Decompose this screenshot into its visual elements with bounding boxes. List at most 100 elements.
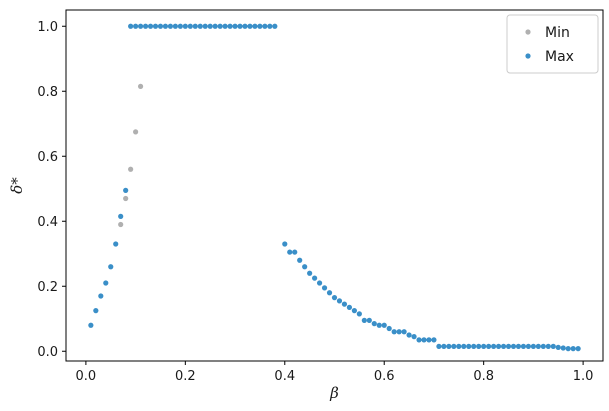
data-point-max: [431, 337, 437, 343]
x-tick-label: 1.0: [573, 369, 594, 384]
data-point-min: [137, 83, 144, 89]
data-point-max: [316, 280, 323, 286]
data-point-max: [142, 23, 149, 29]
data-point-max: [137, 23, 144, 29]
legend-marker-min: [525, 29, 531, 35]
data-point-max: [331, 295, 338, 301]
data-point-max: [272, 23, 278, 29]
y-axis-label: δ*: [8, 177, 26, 194]
data-point-max: [530, 343, 536, 349]
series-max: [88, 23, 581, 352]
legend-marker-max: [525, 53, 531, 59]
data-point-min: [123, 195, 129, 202]
data-point-max: [416, 337, 422, 343]
legend-label-max: Max: [545, 49, 574, 65]
data-point-max: [113, 241, 119, 247]
data-point-max: [267, 23, 273, 29]
data-point-max: [565, 346, 571, 352]
data-point-max: [456, 343, 462, 349]
data-point-max: [491, 343, 497, 349]
data-point-max: [466, 343, 472, 349]
data-point-max: [167, 23, 174, 29]
data-point-max: [461, 343, 467, 349]
data-point-max: [401, 329, 407, 335]
data-point-max: [376, 322, 382, 328]
data-point-max: [500, 343, 507, 349]
data-point-max: [555, 344, 561, 350]
data-point-max: [540, 343, 546, 349]
data-point-max: [312, 275, 318, 281]
data-point-max: [222, 23, 228, 29]
data-point-max: [351, 308, 357, 314]
data-point-max: [128, 23, 134, 29]
data-point-max: [232, 23, 238, 29]
data-point-max: [406, 332, 412, 338]
data-point-max: [227, 23, 233, 29]
x-tick-label: 0.2: [175, 369, 196, 384]
x-tick-label: 0.8: [473, 369, 494, 384]
data-point-max: [321, 285, 328, 291]
data-point-max: [336, 298, 343, 304]
y-tick-label: 0.6: [37, 150, 58, 165]
data-point-max: [212, 23, 218, 29]
data-point-max: [302, 264, 308, 270]
x-axis-label: β: [329, 384, 339, 402]
data-point-max: [257, 23, 263, 29]
y-tick-label: 0.0: [37, 345, 58, 360]
data-point-max: [436, 343, 442, 349]
data-point-max: [282, 241, 288, 247]
data-point-max: [411, 334, 417, 340]
data-point-max: [426, 337, 432, 343]
data-point-max: [103, 280, 109, 286]
data-point-max: [247, 23, 253, 29]
x-tick-label: 0.0: [76, 369, 97, 384]
data-point-max: [505, 343, 512, 349]
data-point-max: [520, 343, 527, 349]
data-point-max: [252, 23, 258, 29]
data-point-max: [391, 329, 397, 335]
data-point-max: [93, 308, 99, 314]
data-point-max: [237, 23, 243, 29]
y-axis-ticks: 0.0 0.2 0.4 0.6 0.8 1.0: [37, 20, 66, 360]
y-tick-label: 0.4: [37, 215, 58, 230]
data-point-max: [386, 325, 392, 332]
data-point-max: [147, 23, 154, 29]
data-point-max: [570, 346, 576, 352]
data-point-max: [326, 290, 333, 296]
data-point-max: [495, 343, 502, 349]
data-point-max: [177, 23, 183, 29]
data-point-max: [217, 23, 223, 29]
data-point-max: [515, 343, 522, 349]
data-point-max: [133, 23, 139, 29]
data-point-max: [262, 23, 268, 29]
y-tick-label: 0.8: [37, 85, 58, 100]
data-point-max: [307, 270, 313, 276]
data-point-max: [441, 343, 447, 349]
data-point-max: [381, 322, 387, 328]
data-point-min: [128, 166, 134, 172]
y-tick-label: 1.0: [37, 20, 58, 35]
x-axis-ticks: 0.0 0.2 0.4 0.6 0.8 1.0: [76, 361, 594, 384]
legend: Min Max: [506, 14, 599, 74]
data-point-max: [197, 23, 203, 29]
data-point-max: [396, 329, 402, 335]
data-point-max: [88, 322, 94, 328]
data-point-max: [297, 257, 303, 263]
data-point-max: [187, 23, 193, 29]
data-point-max: [510, 343, 517, 349]
data-point-max: [366, 317, 372, 323]
data-point-max: [481, 343, 487, 349]
data-point-max: [486, 343, 492, 349]
data-point-max: [525, 343, 532, 349]
data-point-max: [476, 343, 482, 349]
data-point-max: [182, 23, 188, 29]
data-point-max: [287, 249, 293, 255]
y-tick-label: 0.2: [37, 280, 58, 295]
series-min: [118, 83, 144, 228]
data-point-max: [172, 23, 178, 29]
data-point-max: [152, 23, 159, 29]
data-points: [88, 23, 581, 352]
data-point-min: [118, 221, 124, 228]
data-point-max: [356, 311, 362, 317]
legend-box: [506, 14, 599, 74]
